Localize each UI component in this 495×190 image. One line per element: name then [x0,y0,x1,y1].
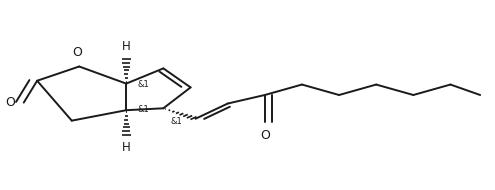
Text: O: O [5,96,15,109]
Text: O: O [260,129,270,142]
Text: H: H [122,40,131,53]
Text: H: H [122,141,131,154]
Text: &1: &1 [137,80,149,89]
Text: O: O [72,46,82,59]
Text: &1: &1 [137,105,149,114]
Text: &1: &1 [171,117,183,126]
